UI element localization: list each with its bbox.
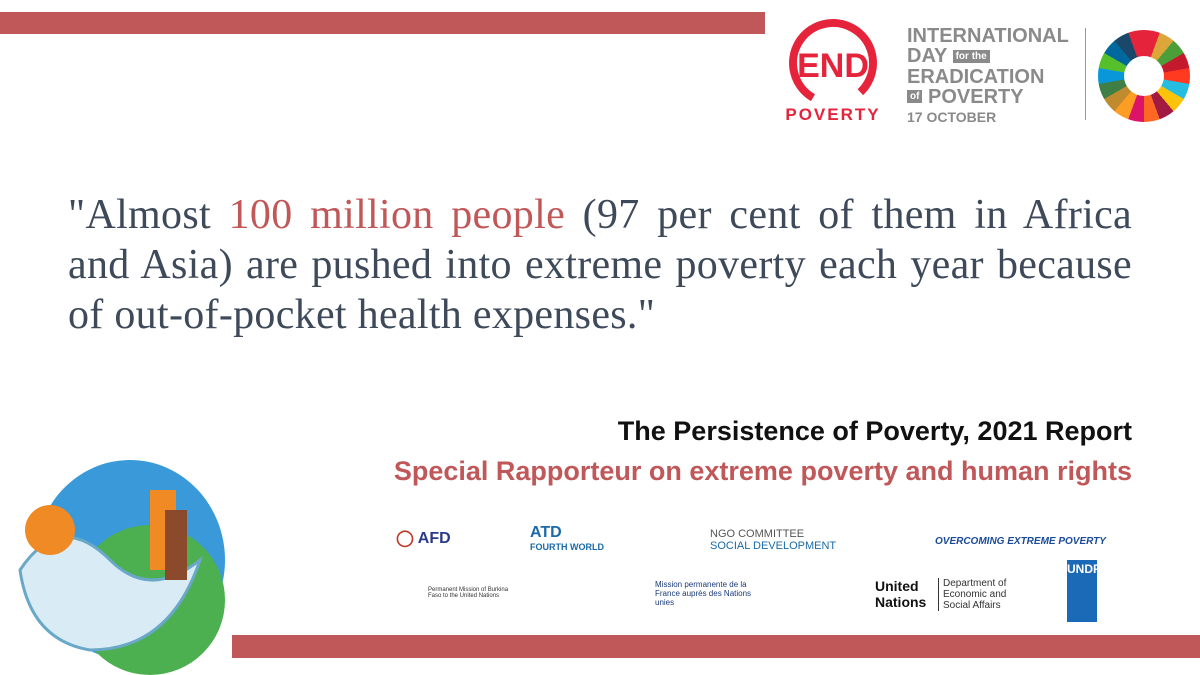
sdg-wheel bbox=[1098, 30, 1190, 122]
divider bbox=[1085, 28, 1086, 120]
text: NGO COMMITTEE bbox=[710, 528, 805, 540]
line: INTERNATIONAL bbox=[907, 25, 1069, 47]
quote: "Almost 100 million people (97 per cent … bbox=[68, 190, 1132, 340]
line: ERADICATION bbox=[907, 65, 1045, 88]
source-author: Special Rapporteur on extreme poverty an… bbox=[393, 456, 1132, 486]
day-title: INTERNATIONAL DAY for the ERADICATION of… bbox=[907, 26, 1069, 127]
logo-burkina: Permanent Mission of Burkina Faso to the… bbox=[428, 587, 509, 599]
logo-undp: UNDP bbox=[1067, 560, 1101, 622]
logo-desa: Department of Economic and Social Affair… bbox=[938, 578, 1023, 611]
source-title: The Persistence of Poverty, 2021 Report bbox=[617, 416, 1132, 446]
line: 17 OCTOBER bbox=[907, 109, 997, 126]
logo-france: Mission permanente de la France auprès d… bbox=[655, 580, 752, 607]
end-poverty-logo: END POVERTY bbox=[785, 19, 880, 124]
logo-atd: ATD FOURTH WORLD bbox=[530, 524, 604, 552]
end-text: END bbox=[797, 47, 869, 85]
text: ATD bbox=[530, 524, 562, 541]
quote-text: "Almost bbox=[68, 192, 229, 238]
line: of POVERTY bbox=[907, 87, 1069, 108]
logo-un: United Nations bbox=[875, 578, 927, 610]
logo-overcoming: OVERCOMING EXTREME POVERTY bbox=[935, 536, 1106, 547]
top-bar bbox=[0, 12, 765, 34]
bottom-bar bbox=[232, 635, 1200, 658]
text: FOURTH WORLD bbox=[530, 542, 604, 552]
text: SOCIAL DEVELOPMENT bbox=[710, 540, 837, 552]
text: POVERTY bbox=[928, 85, 1024, 108]
illustration bbox=[18, 460, 225, 675]
quote-text: (97 per cent of them in Africa and Asia)… bbox=[68, 192, 1132, 338]
logo-ngo: NGO COMMITTEE SOCIAL DEVELOPMENT bbox=[710, 528, 836, 552]
text: AFD bbox=[417, 530, 451, 547]
text: DAY bbox=[907, 45, 948, 67]
line: DAY for the bbox=[907, 46, 1069, 67]
logo-afd: ◯ AFD bbox=[396, 530, 451, 547]
poverty-text: POVERTY bbox=[785, 105, 880, 124]
text: for the bbox=[952, 49, 990, 63]
quote-highlight: 100 million people bbox=[228, 192, 566, 238]
text: of bbox=[907, 90, 923, 104]
